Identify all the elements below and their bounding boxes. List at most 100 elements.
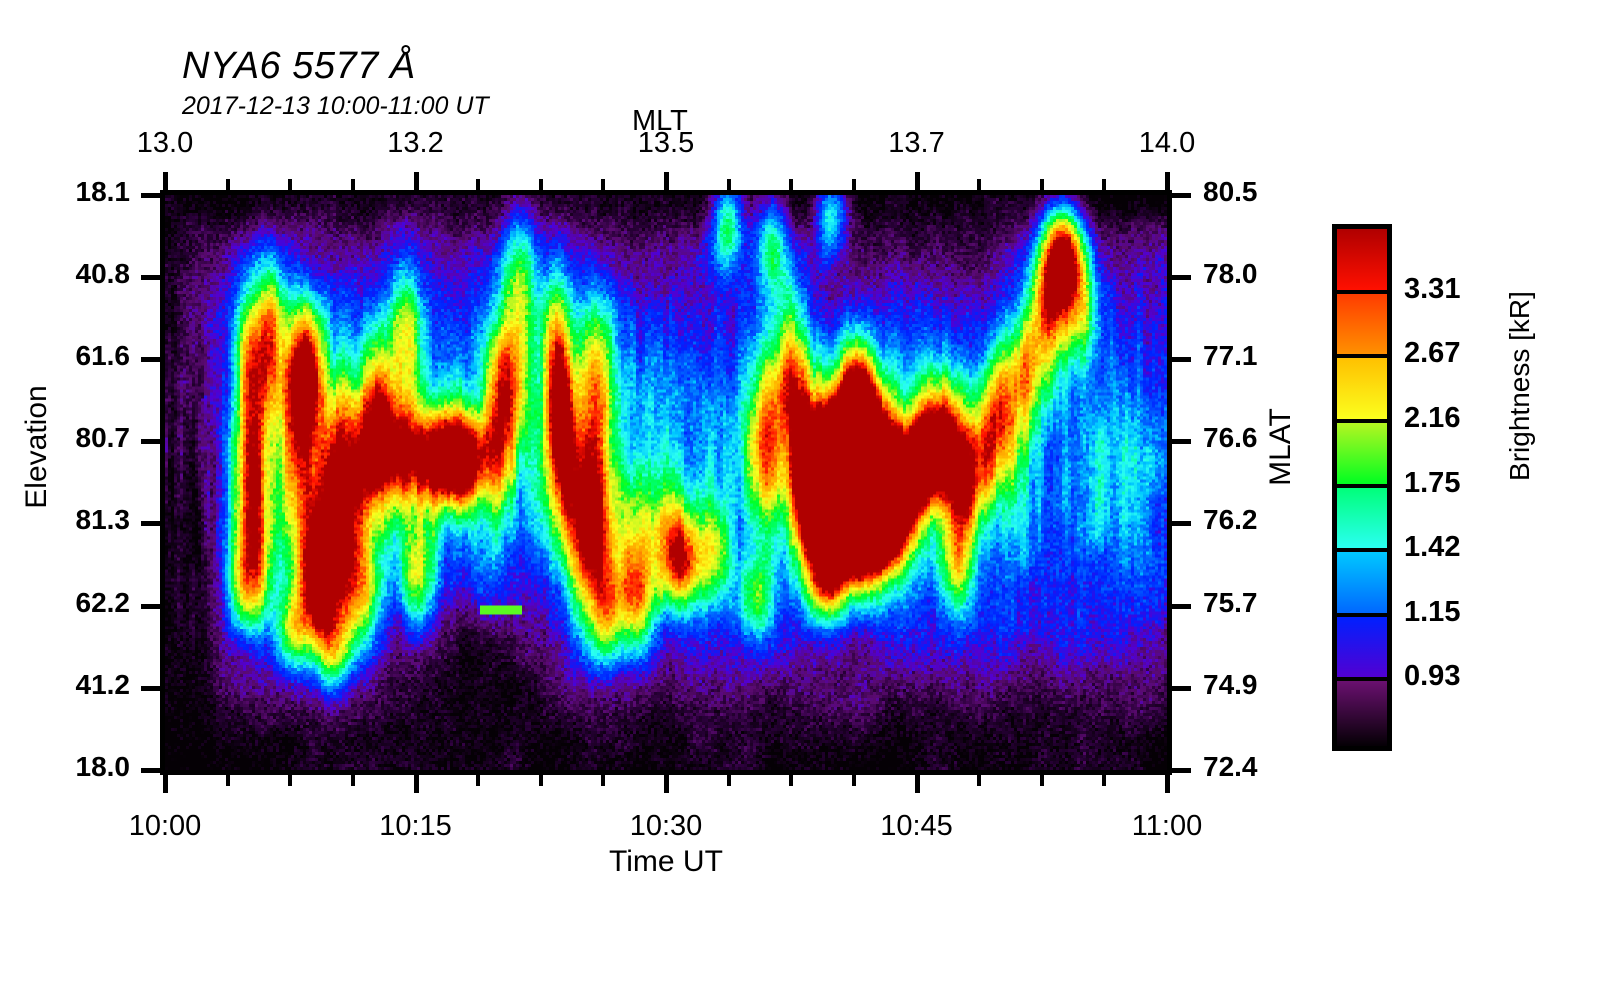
left-major-tick (141, 603, 160, 609)
right-major-tick (1172, 521, 1191, 527)
colorbar-tick-label: 0.93 (1404, 660, 1461, 693)
right-tick-label: 80.5 (1203, 176, 1258, 207)
bottom-tick-label: 10:15 (379, 810, 452, 842)
plot-frame-bottom (160, 770, 1172, 775)
plot-frame-top (160, 190, 1172, 195)
colorbar-tick-label: 2.67 (1404, 337, 1461, 370)
colorbar-tick-label: 2.16 (1404, 401, 1461, 434)
colorbar-segment (1337, 293, 1387, 359)
bottom-major-tick (664, 775, 669, 793)
right-major-tick (1172, 274, 1191, 280)
right-major-tick (1172, 193, 1191, 198)
top-minor-tick (977, 179, 982, 190)
right-major-tick (1172, 603, 1191, 609)
bottom-minor-tick (288, 775, 293, 786)
top-tick-label: 14.0 (1138, 127, 1196, 159)
top-minor-tick (1102, 179, 1107, 190)
left-tick-label: 18.0 (75, 751, 131, 782)
keogram-plot-area (165, 195, 1167, 770)
colorbar-tick-label: 1.42 (1404, 531, 1461, 564)
bottom-minor-tick (601, 775, 606, 786)
top-minor-tick (350, 179, 355, 190)
top-major-tick (914, 172, 920, 190)
plot-title: NYA6 5577 Å (182, 45, 416, 87)
colorbar-segment (1337, 358, 1387, 423)
bottom-major-tick (1165, 775, 1170, 793)
right-major-tick (1172, 685, 1191, 691)
bottom-minor-tick (476, 775, 481, 786)
bottom-minor-tick (726, 775, 731, 786)
left-tick-label: 40.8 (75, 257, 131, 289)
right-tick-label: 74.9 (1203, 668, 1258, 700)
right-tick-label: 72.4 (1203, 751, 1258, 782)
bottom-major-tick (163, 775, 168, 793)
keogram-image (165, 195, 1167, 770)
top-minor-tick (789, 179, 794, 190)
right-major-tick (1172, 356, 1191, 362)
top-minor-tick (538, 179, 543, 190)
left-major-tick (141, 356, 160, 362)
bottom-axis-title: Time UT (609, 845, 723, 878)
bottom-tick-label: 10:00 (128, 810, 202, 842)
left-tick-label: 41.2 (75, 668, 131, 700)
bottom-minor-tick (350, 775, 355, 786)
right-tick-label: 77.1 (1203, 339, 1258, 371)
left-tick-label: 61.6 (75, 339, 131, 371)
top-major-tick (413, 172, 419, 190)
bottom-minor-tick (977, 775, 982, 786)
left-major-tick (141, 193, 160, 198)
left-major-tick (141, 521, 160, 527)
bottom-tick-label: 10:30 (629, 810, 703, 842)
left-tick-label: 81.3 (75, 504, 131, 536)
top-tick-label: 13.2 (387, 127, 444, 159)
top-minor-tick (476, 179, 481, 190)
colorbar-title: Brightness [kR] (1504, 291, 1535, 481)
top-minor-tick (225, 179, 230, 190)
colorbar-tick-label: 3.31 (1404, 272, 1461, 305)
top-major-tick (664, 172, 669, 190)
bottom-major-tick (413, 775, 419, 793)
bottom-minor-tick (225, 775, 230, 786)
left-tick-label: 62.2 (75, 586, 131, 618)
colorbar-segment (1337, 487, 1387, 553)
bottom-minor-tick (538, 775, 543, 786)
colorbar-tick-label: 1.15 (1404, 595, 1461, 628)
top-minor-tick (288, 179, 293, 190)
bottom-minor-tick (1039, 775, 1044, 786)
plot-frame-right (1167, 190, 1172, 775)
top-tick-label: 13.7 (888, 127, 945, 159)
bottom-minor-tick (1102, 775, 1107, 786)
left-tick-label: 80.7 (75, 422, 131, 454)
top-axis-title: MLT (632, 105, 688, 137)
right-axis-title: MLAT (1264, 408, 1297, 486)
left-tick-label: 18.1 (75, 176, 131, 207)
top-tick-label: 13.5 (637, 127, 695, 159)
right-major-tick (1172, 439, 1191, 445)
top-major-tick (163, 172, 168, 190)
right-tick-label: 76.6 (1203, 422, 1258, 454)
top-minor-tick (726, 179, 731, 190)
colorbar-tick-label: 1.75 (1404, 466, 1461, 499)
right-tick-label: 78.0 (1203, 257, 1258, 289)
plot-frame-left (160, 190, 165, 775)
left-major-tick (141, 439, 160, 445)
bottom-minor-tick (789, 775, 794, 786)
top-minor-tick (851, 179, 856, 190)
colorbar-segment (1337, 552, 1387, 617)
right-tick-label: 76.2 (1203, 504, 1258, 536)
bottom-tick-label: 10:45 (880, 810, 953, 842)
bottom-major-tick (914, 775, 920, 793)
right-tick-label: 75.7 (1203, 586, 1258, 618)
colorbar-segment (1337, 422, 1387, 488)
colorbar-segment (1337, 229, 1387, 294)
bottom-minor-tick (851, 775, 856, 786)
left-major-tick (141, 685, 160, 691)
left-major-tick (141, 274, 160, 280)
colorbar-segment (1337, 681, 1387, 746)
left-major-tick (141, 768, 160, 773)
top-tick-label: 13.0 (136, 127, 194, 159)
bottom-tick-label: 11:00 (1131, 810, 1203, 842)
colorbar (1332, 224, 1392, 751)
top-minor-tick (1039, 179, 1044, 190)
